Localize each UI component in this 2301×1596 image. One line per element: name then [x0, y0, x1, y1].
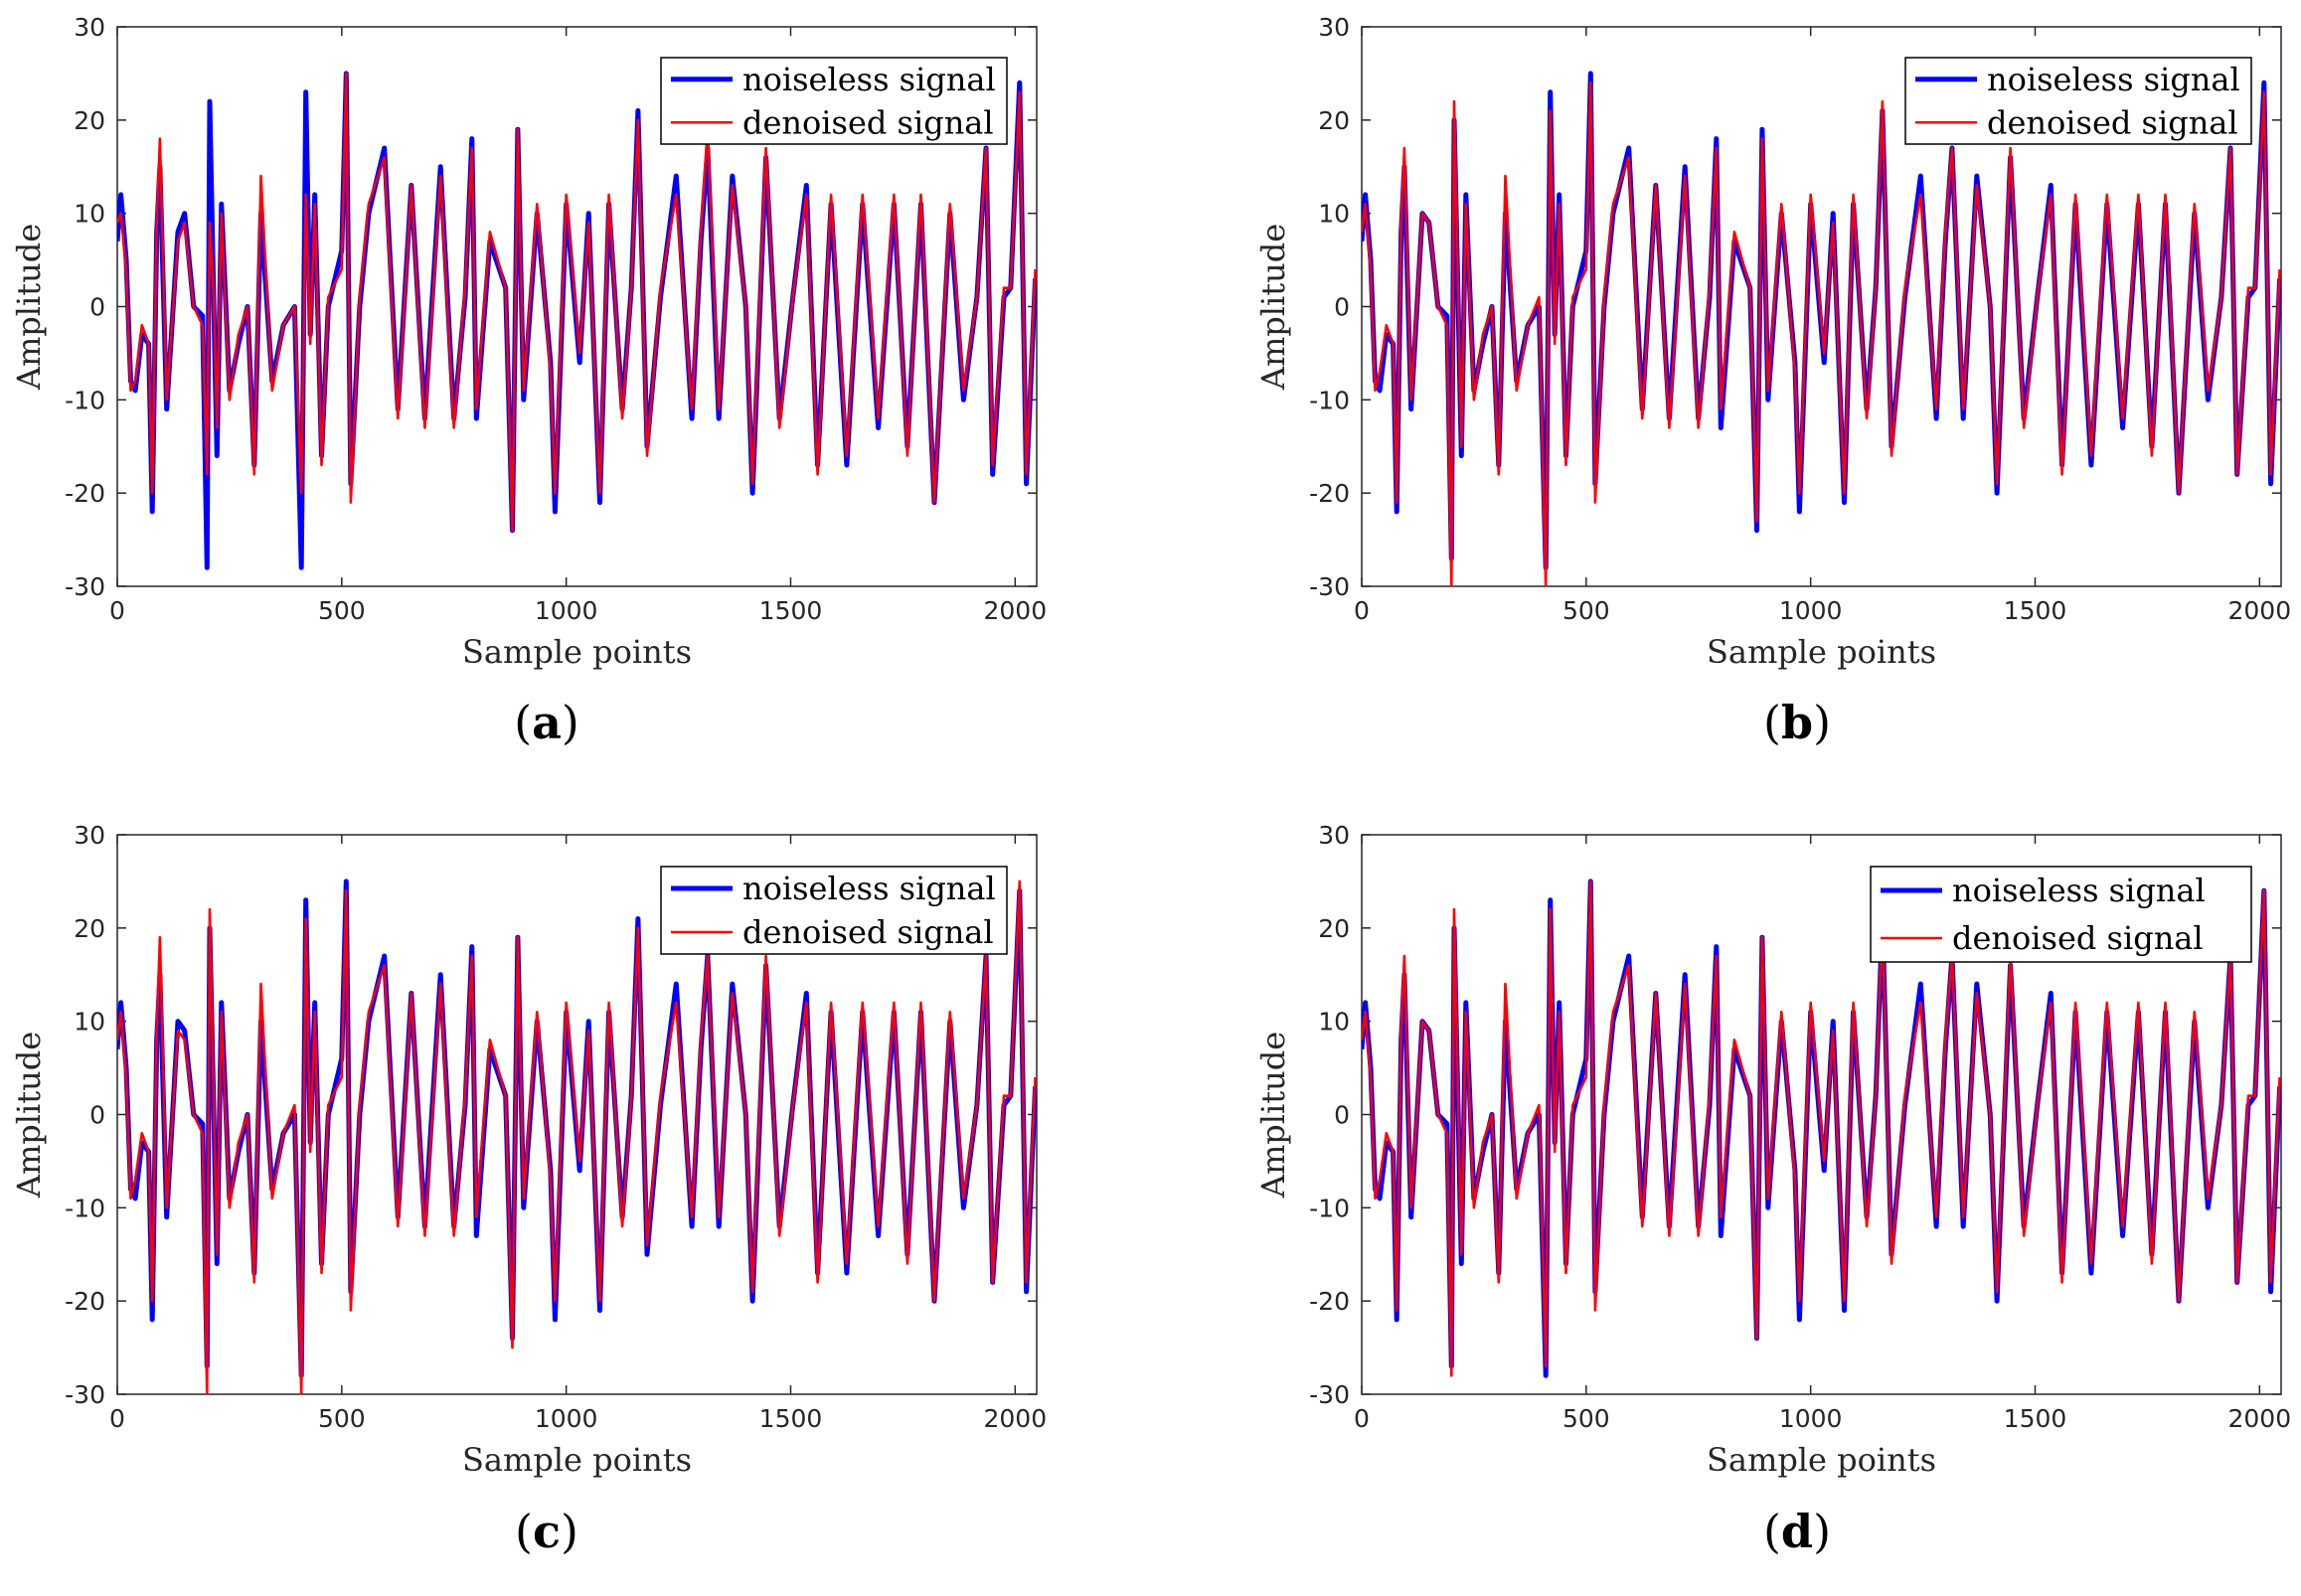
- y-tick-label: 10: [1318, 1008, 1350, 1037]
- x-tick-label: 0: [109, 1404, 125, 1433]
- x-tick-label: 1000: [1779, 1404, 1843, 1433]
- panel-d: 0 500 1000 1500 2000 30 20 10 0 -10 -20 -30 Sample p…: [1254, 821, 2291, 1558]
- legend-label: denoised signal: [742, 103, 994, 141]
- y-tick-label: 30: [1318, 821, 1350, 850]
- series-line-denoised: [1362, 879, 2281, 1377]
- x-tick-label: 500: [318, 596, 366, 625]
- y-tick-label: -10: [1309, 1194, 1350, 1222]
- panel-c: 0 500 1000 1500 2000 30 20 10 0 -10 -20 -30 Sample p…: [10, 821, 1047, 1558]
- x-tick-label: 500: [318, 1404, 366, 1433]
- x-axis-label: Sample points: [462, 633, 692, 671]
- panel-caption: (d): [1763, 1505, 1831, 1558]
- panel-a: 0 500 1000 1500 2000 30 20 10 0 -10 -20 -30 Sample p…: [10, 13, 1047, 749]
- y-axis-label: Amplitude: [1254, 224, 1292, 391]
- panel-b: 0 500 1000 1500 2000 30 20 10 0 -10 -20 -30 Sample p…: [1254, 13, 2291, 749]
- y-tick-label: -20: [1309, 479, 1350, 508]
- caption-paren-open: (: [515, 1505, 533, 1558]
- legend-label: noiseless signal: [1987, 61, 2240, 98]
- x-tick-label: 2000: [2228, 1404, 2292, 1433]
- legend: noiseless signal denoised signal: [1870, 866, 2252, 963]
- x-tick-label: 0: [109, 596, 125, 625]
- x-tick-label: 0: [1354, 596, 1370, 625]
- x-axis-label: Sample points: [1707, 633, 1936, 671]
- series-line-denoised: [117, 72, 1037, 532]
- y-tick-label: 0: [1334, 1101, 1350, 1130]
- y-tick-label: -10: [65, 386, 105, 414]
- legend-label: denoised signal: [1952, 919, 2204, 957]
- y-tick-label: 20: [74, 106, 105, 135]
- legend-box: [660, 57, 1008, 145]
- legend-label: denoised signal: [742, 913, 994, 951]
- y-tick-label: -10: [1309, 386, 1350, 414]
- x-tick-label: 2000: [984, 596, 1048, 625]
- y-tick-label: -30: [1309, 572, 1350, 601]
- caption-paren-close: ): [561, 1505, 578, 1558]
- caption-paren-open: (: [1763, 696, 1781, 749]
- y-tick-label: 10: [1318, 200, 1350, 229]
- legend-box: [1904, 57, 2252, 145]
- panel-caption: (a): [514, 696, 579, 749]
- legend-label: noiseless signal: [742, 870, 996, 907]
- y-tick-label: -20: [65, 1287, 105, 1316]
- caption-letter: c: [533, 1505, 561, 1558]
- y-tick-label: 20: [74, 914, 105, 943]
- legend-box: [1870, 866, 2252, 963]
- x-axis-label: Sample points: [1707, 1441, 1936, 1479]
- y-tick-label: 20: [1318, 106, 1350, 135]
- y-tick-label: 0: [1334, 293, 1350, 322]
- y-tick-label: -30: [65, 1380, 105, 1409]
- x-tick-label: 1500: [2004, 1404, 2067, 1433]
- caption-paren-open: (: [1763, 1505, 1781, 1558]
- y-tick-label: 0: [89, 1101, 105, 1130]
- y-axis-label: Amplitude: [1254, 1032, 1292, 1198]
- y-tick-label: -20: [1309, 1287, 1350, 1316]
- legend: noiseless signal denoised signal: [660, 57, 1008, 145]
- caption-paren-open: (: [514, 696, 532, 749]
- legend-label: noiseless signal: [742, 61, 996, 98]
- x-tick-label: 1000: [1779, 596, 1843, 625]
- legend-label: noiseless signal: [1952, 872, 2206, 909]
- x-tick-label: 500: [1562, 1404, 1610, 1433]
- y-tick-label: 20: [1318, 914, 1350, 943]
- y-tick-label: 10: [74, 200, 105, 229]
- caption-letter: b: [1781, 696, 1813, 749]
- y-tick-label: -10: [65, 1194, 105, 1222]
- legend-box: [660, 866, 1008, 955]
- x-tick-label: 2000: [984, 1404, 1048, 1433]
- y-tick-label: -20: [65, 479, 105, 508]
- y-axis-label: Amplitude: [10, 224, 48, 391]
- caption-letter: d: [1781, 1505, 1813, 1558]
- x-tick-label: 500: [1562, 596, 1610, 625]
- x-tick-label: 1500: [2004, 596, 2067, 625]
- legend: noiseless signal denoised signal: [660, 866, 1008, 955]
- y-tick-label: 30: [74, 13, 105, 42]
- x-tick-label: 1000: [535, 1404, 598, 1433]
- y-tick-label: 10: [74, 1008, 105, 1037]
- y-tick-label: -30: [65, 572, 105, 601]
- caption-paren-close: ): [562, 696, 579, 749]
- legend: noiseless signal denoised signal: [1904, 57, 2252, 145]
- panel-caption: (c): [515, 1505, 578, 1558]
- x-tick-label: 1500: [759, 596, 823, 625]
- caption-paren-close: ): [1813, 696, 1831, 749]
- y-tick-label: 30: [1318, 13, 1350, 42]
- y-axis-label: Amplitude: [10, 1032, 48, 1198]
- y-tick-label: 30: [74, 821, 105, 850]
- x-tick-label: 0: [1354, 1404, 1370, 1433]
- x-tick-label: 1000: [535, 596, 598, 625]
- x-tick-label: 1500: [759, 1404, 823, 1433]
- legend-label: denoised signal: [1987, 103, 2238, 141]
- caption-letter: a: [532, 696, 562, 749]
- panel-caption: (b): [1763, 696, 1831, 749]
- y-tick-label: 0: [89, 293, 105, 322]
- caption-paren-close: ): [1813, 1505, 1831, 1558]
- x-axis-label: Sample points: [462, 1441, 692, 1479]
- y-tick-label: -30: [1309, 1380, 1350, 1409]
- series-line-denoised: [117, 879, 1037, 1394]
- x-tick-label: 2000: [2228, 596, 2292, 625]
- series-line-denoised: [1362, 81, 2281, 586]
